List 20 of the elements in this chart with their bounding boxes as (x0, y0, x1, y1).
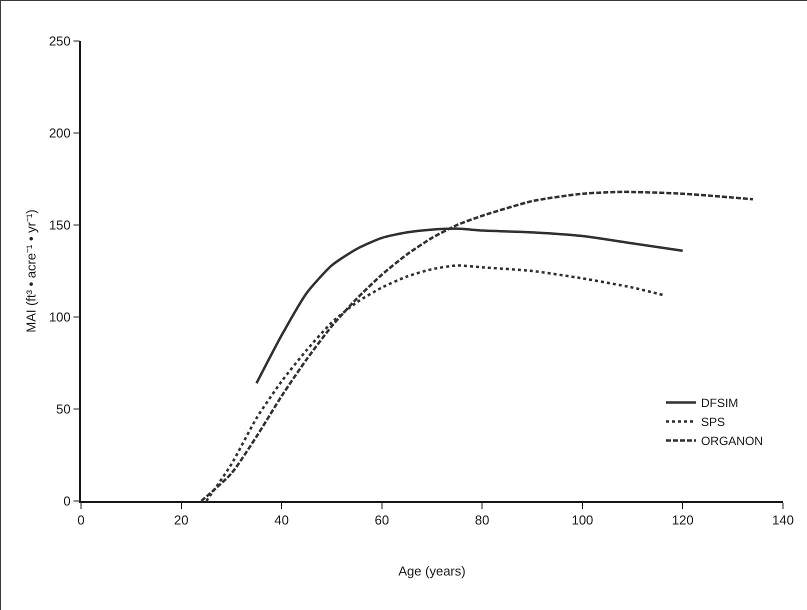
x-tick-label: 120 (672, 512, 694, 528)
legend-label: DFSIM (700, 396, 738, 410)
y-tick-label: 200 (48, 126, 71, 141)
y-tick-label: 150 (48, 218, 71, 233)
x-tick-label: 60 (374, 512, 390, 528)
y-tick-label: 100 (48, 310, 71, 325)
x-tick-label: 40 (274, 512, 289, 528)
y-tick-label: 250 (48, 34, 71, 49)
x-tick-label: 0 (77, 512, 85, 528)
x-tick-label: 80 (474, 512, 490, 528)
y-tick-label: 50 (56, 402, 71, 417)
legend-label: SPS (700, 415, 725, 430)
x-tick-label: 100 (572, 512, 594, 528)
line-series (255, 227, 684, 384)
y-tick-label: 0 (63, 494, 71, 509)
x-tick-label: 20 (174, 512, 189, 528)
x-axis-title: Age (years) (398, 563, 466, 578)
y-axis-title: MAI (ft³ • acre⁻¹ • yr⁻¹) (23, 209, 38, 333)
x-tick-label: 140 (772, 512, 794, 528)
legend-label: ORGANON (700, 434, 763, 448)
